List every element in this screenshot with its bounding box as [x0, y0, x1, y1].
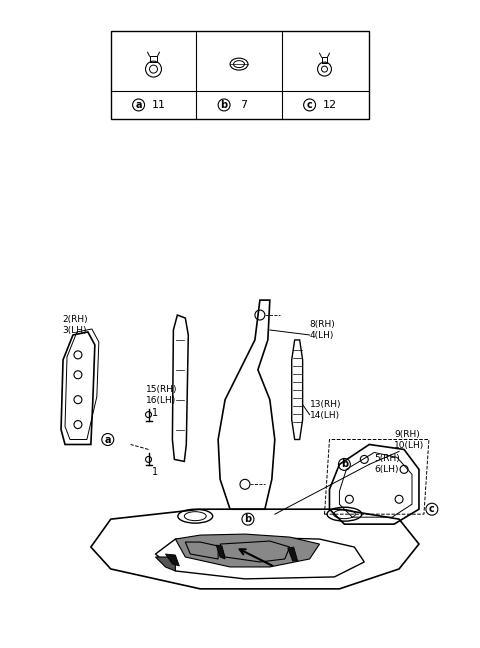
Text: a: a [105, 435, 111, 445]
Text: 12: 12 [323, 100, 336, 110]
Polygon shape [156, 557, 175, 571]
Bar [111, 31, 369, 119]
Text: a: a [135, 100, 142, 110]
Text: 11: 11 [152, 100, 166, 110]
Text: c: c [307, 100, 312, 110]
Text: b: b [220, 100, 228, 110]
Text: 9(RH)
10(LH): 9(RH) 10(LH) [394, 430, 424, 450]
Polygon shape [288, 547, 298, 561]
Text: c: c [429, 504, 435, 515]
Polygon shape [175, 534, 320, 567]
Text: 7: 7 [240, 100, 248, 110]
Polygon shape [216, 545, 225, 559]
Text: 15(RH)
16(LH): 15(RH) 16(LH) [145, 385, 177, 405]
Text: 13(RH)
14(LH): 13(RH) 14(LH) [310, 400, 341, 420]
Text: 8(RH)
4(LH): 8(RH) 4(LH) [310, 320, 336, 340]
Text: b: b [341, 459, 348, 469]
Text: 1: 1 [152, 467, 157, 478]
Text: 5(RH)
6(LH): 5(RH) 6(LH) [374, 454, 400, 474]
Text: 1: 1 [152, 408, 157, 418]
Polygon shape [166, 554, 180, 566]
Text: 2(RH)
3(LH): 2(RH) 3(LH) [62, 315, 88, 335]
Text: b: b [244, 514, 252, 524]
